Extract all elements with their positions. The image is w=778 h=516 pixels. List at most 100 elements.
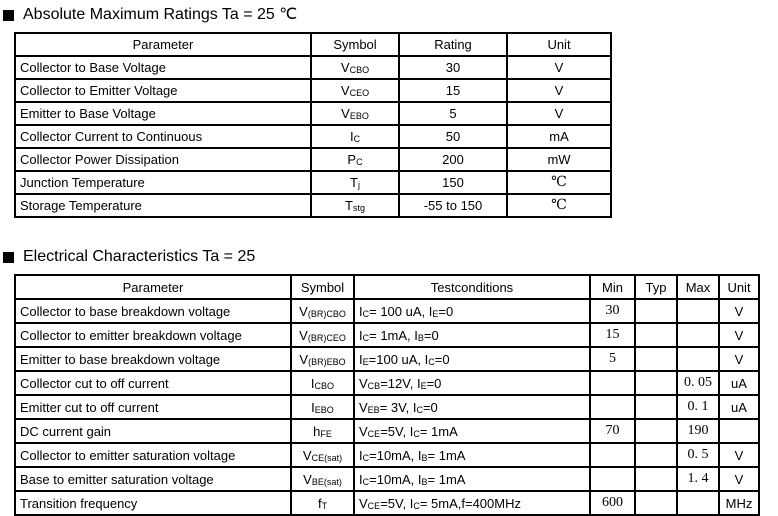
symbol-cell: ICBO bbox=[290, 370, 355, 396]
min-cell bbox=[589, 394, 636, 420]
symbol-cell: fT bbox=[290, 490, 355, 516]
min-cell bbox=[589, 466, 636, 492]
max-cell bbox=[676, 346, 720, 372]
max-cell bbox=[676, 322, 720, 348]
max-cell: 0. 05 bbox=[676, 370, 720, 396]
parameter-cell: Collector Power Dissipation bbox=[14, 147, 312, 172]
rating-cell: 30 bbox=[398, 55, 508, 80]
symbol-cell: VCE(sat) bbox=[290, 442, 355, 468]
testconditions-cell: IC=10mA, IB= 1mA bbox=[353, 466, 591, 492]
min-cell: 30 bbox=[589, 298, 636, 324]
table-row: Collector Current to Continuous IC 50 mA bbox=[14, 124, 612, 149]
unit-cell: V bbox=[718, 346, 760, 372]
table-row: Collector to Base Voltage VCBO 30 V bbox=[14, 55, 612, 80]
unit-cell: ℃ bbox=[506, 193, 612, 218]
symbol-cell: PC bbox=[310, 147, 400, 172]
column-header-symbol: Symbol bbox=[290, 274, 355, 300]
symbol-cell: IC bbox=[310, 124, 400, 149]
typ-cell bbox=[634, 490, 678, 516]
min-cell: 15 bbox=[589, 322, 636, 348]
table-header-row: Parameter Symbol Testconditions Min Typ … bbox=[14, 274, 760, 300]
typ-cell bbox=[634, 322, 678, 348]
parameter-cell: Collector to base breakdown voltage bbox=[14, 298, 292, 324]
table-row: Collector to base breakdown voltage V(BR… bbox=[14, 298, 760, 324]
section-spacer bbox=[0, 218, 778, 242]
table-row: Transition frequency fT VCE=5V, IC= 5mA,… bbox=[14, 490, 760, 516]
column-header-rating: Rating bbox=[398, 32, 508, 57]
max-cell: 190 bbox=[676, 418, 720, 444]
table-row: Emitter cut to off current IEBO VEB= 3V,… bbox=[14, 394, 760, 420]
table-row: Junction Temperature Tj 150 ℃ bbox=[14, 170, 612, 195]
section-title-absolute-maximum-ratings: Absolute Maximum Ratings Ta = 25 ℃ bbox=[3, 0, 778, 24]
parameter-cell: Collector cut to off current bbox=[14, 370, 292, 396]
rating-cell: 50 bbox=[398, 124, 508, 149]
table-row: Base to emitter saturation voltage VBE(s… bbox=[14, 466, 760, 492]
testconditions-cell: VCE=5V, IC= 1mA bbox=[353, 418, 591, 444]
unit-cell: uA bbox=[718, 394, 760, 420]
parameter-cell: Emitter to base breakdown voltage bbox=[14, 346, 292, 372]
symbol-cell: V(BR)CBO bbox=[290, 298, 355, 324]
typ-cell bbox=[634, 298, 678, 324]
column-header-parameter: Parameter bbox=[14, 32, 312, 57]
max-cell bbox=[676, 298, 720, 324]
symbol-cell: VCBO bbox=[310, 55, 400, 80]
testconditions-cell: VEB= 3V, IC=0 bbox=[353, 394, 591, 420]
max-cell: 0. 1 bbox=[676, 394, 720, 420]
symbol-cell: V(BR)EBO bbox=[290, 346, 355, 372]
unit-cell: V bbox=[506, 101, 612, 126]
unit-cell: V bbox=[718, 442, 760, 468]
symbol-cell: hFE bbox=[290, 418, 355, 444]
min-cell: 70 bbox=[589, 418, 636, 444]
rating-cell: 15 bbox=[398, 78, 508, 103]
column-header-unit: Unit bbox=[506, 32, 612, 57]
parameter-cell: Collector to Emitter Voltage bbox=[14, 78, 312, 103]
column-header-symbol: Symbol bbox=[310, 32, 400, 57]
max-cell: 0. 5 bbox=[676, 442, 720, 468]
typ-cell bbox=[634, 370, 678, 396]
table-row: Collector to emitter breakdown voltage V… bbox=[14, 322, 760, 348]
min-cell bbox=[589, 442, 636, 468]
table-row: Emitter to Base Voltage VEBO 5 V bbox=[14, 101, 612, 126]
column-header-parameter: Parameter bbox=[14, 274, 292, 300]
min-cell bbox=[589, 370, 636, 396]
testconditions-cell: IC= 1mA, IB=0 bbox=[353, 322, 591, 348]
symbol-cell: VBE(sat) bbox=[290, 466, 355, 492]
unit-cell: V bbox=[506, 78, 612, 103]
testconditions-cell: IC=10mA, IB= 1mA bbox=[353, 442, 591, 468]
symbol-cell: IEBO bbox=[290, 394, 355, 420]
typ-cell bbox=[634, 466, 678, 492]
typ-cell bbox=[634, 418, 678, 444]
parameter-cell: Collector to Base Voltage bbox=[14, 55, 312, 80]
symbol-cell: VCEO bbox=[310, 78, 400, 103]
testconditions-cell: IC= 100 uA, IE=0 bbox=[353, 298, 591, 324]
column-header-typ: Typ bbox=[634, 274, 678, 300]
parameter-cell: Collector to emitter saturation voltage bbox=[14, 442, 292, 468]
section-title-text: Electrical Characteristics Ta = 25 bbox=[23, 248, 256, 265]
typ-cell bbox=[634, 394, 678, 420]
unit-cell bbox=[718, 418, 760, 444]
min-cell: 600 bbox=[589, 490, 636, 516]
unit-cell: V bbox=[506, 55, 612, 80]
parameter-cell: Emitter to Base Voltage bbox=[14, 101, 312, 126]
max-cell: 1. 4 bbox=[676, 466, 720, 492]
parameter-cell: Storage Temperature bbox=[14, 193, 312, 218]
rating-cell: 200 bbox=[398, 147, 508, 172]
symbol-cell: Tstg bbox=[310, 193, 400, 218]
min-cell: 5 bbox=[589, 346, 636, 372]
absolute-maximum-ratings-table: Parameter Symbol Rating Unit Collector t… bbox=[14, 32, 612, 218]
testconditions-cell: IE=100 uA, IC=0 bbox=[353, 346, 591, 372]
parameter-cell: Transition frequency bbox=[14, 490, 292, 516]
column-header-min: Min bbox=[589, 274, 636, 300]
column-header-testconditions: Testconditions bbox=[353, 274, 591, 300]
testconditions-cell: VCB=12V, IE=0 bbox=[353, 370, 591, 396]
parameter-cell: Base to emitter saturation voltage bbox=[14, 466, 292, 492]
unit-cell: V bbox=[718, 322, 760, 348]
rating-cell: 5 bbox=[398, 101, 508, 126]
symbol-cell: V(BR)CEO bbox=[290, 322, 355, 348]
section-title-electrical-characteristics: Electrical Characteristics Ta = 25 bbox=[3, 242, 778, 266]
typ-cell bbox=[634, 442, 678, 468]
unit-cell: uA bbox=[718, 370, 760, 396]
table-row: Storage Temperature Tstg -55 to 150 ℃ bbox=[14, 193, 612, 218]
unit-cell: ℃ bbox=[506, 170, 612, 195]
